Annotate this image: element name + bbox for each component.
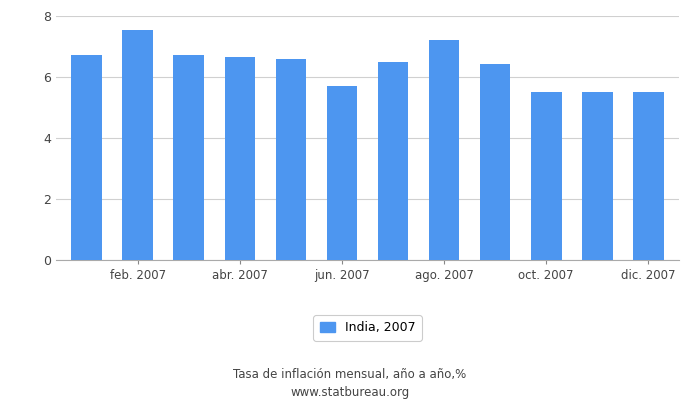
Bar [71,55,102,260]
Bar [429,40,459,260]
Text: Tasa de inflación mensual, año a año,%: Tasa de inflación mensual, año a año,% [233,368,467,381]
Bar [327,86,357,260]
Bar [480,64,510,260]
Bar [582,92,612,260]
Bar [378,62,408,260]
Bar [633,92,664,260]
Legend: India, 2007: India, 2007 [314,315,421,340]
Bar [276,59,306,260]
Bar [174,55,204,260]
Bar [531,92,561,260]
Bar [225,57,256,260]
Bar [122,30,153,260]
Text: www.statbureau.org: www.statbureau.org [290,386,410,399]
